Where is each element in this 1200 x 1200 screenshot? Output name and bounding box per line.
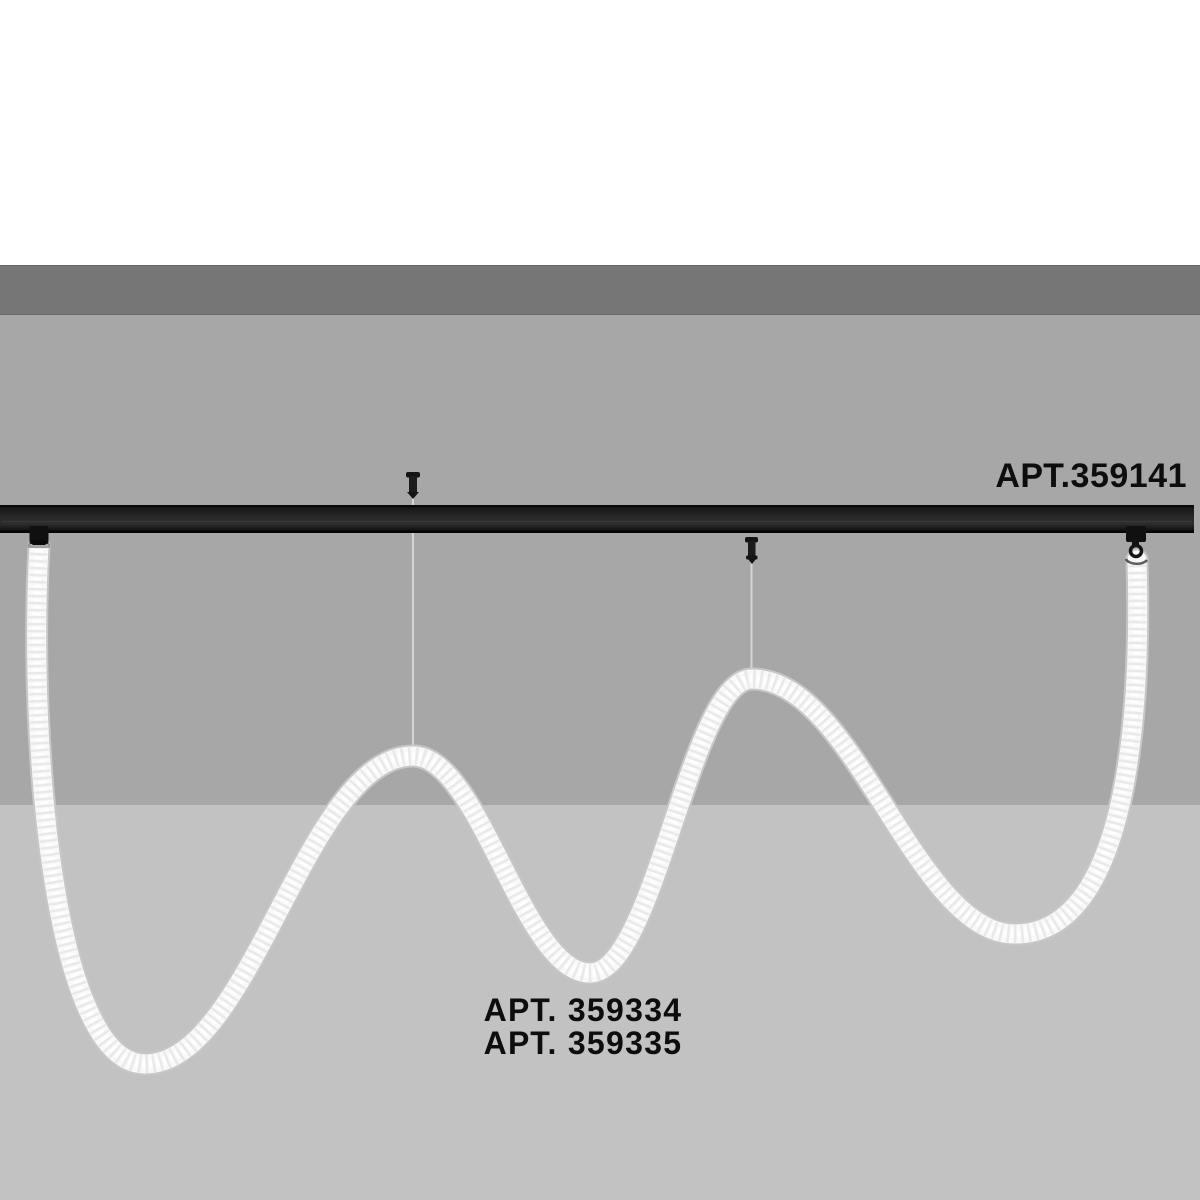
suspension-fitting-right — [745, 537, 758, 564]
background-band-mid — [0, 315, 1200, 805]
track-adapter-right — [1126, 526, 1146, 559]
suspension-fitting-left-body — [409, 476, 417, 493]
rope-hook-icon — [1128, 543, 1144, 559]
rope-body — [27, 536, 1148, 1074]
rope-light — [25, 534, 1150, 1076]
rope-right-tip-clamp — [1124, 558, 1149, 566]
track-rail-body — [0, 505, 1194, 533]
rope-article-labels: АРТ. 359334 АРТ. 359335 — [383, 994, 783, 1059]
rope-braid-texture — [27, 545, 1147, 1074]
track-rail-bottom-edge — [0, 530, 1194, 533]
suspension-fitting-left-tip — [407, 492, 419, 499]
suspension-fitting-right-body — [748, 541, 756, 557]
track-adapter-left — [29, 526, 49, 545]
suspension-fitting-right-tip — [748, 559, 756, 564]
track-adapter-left-body — [29, 526, 49, 544]
rope-outline — [25, 534, 1150, 1076]
background-band-dark — [0, 265, 1200, 315]
rope-article-label-1: АРТ. 359334 — [483, 992, 683, 1028]
track-rail — [0, 505, 1194, 533]
background-ceiling-area — [0, 0, 1200, 265]
rope-braid-highlight — [32, 545, 1142, 1069]
suspension-fitting-right-flange — [746, 555, 758, 560]
suspension-fitting-left — [406, 472, 420, 499]
track-rail-top-edge — [0, 505, 1194, 508]
background-band-light — [0, 805, 1200, 1200]
track-adapter-right-body — [1126, 526, 1146, 542]
track-article-label: АРТ.359141 — [995, 457, 1187, 495]
rope-article-label-2: АРТ. 359335 — [483, 1024, 683, 1061]
track-adapter-right-stub — [1132, 540, 1139, 546]
track-adapter-left-lip — [32, 540, 46, 545]
